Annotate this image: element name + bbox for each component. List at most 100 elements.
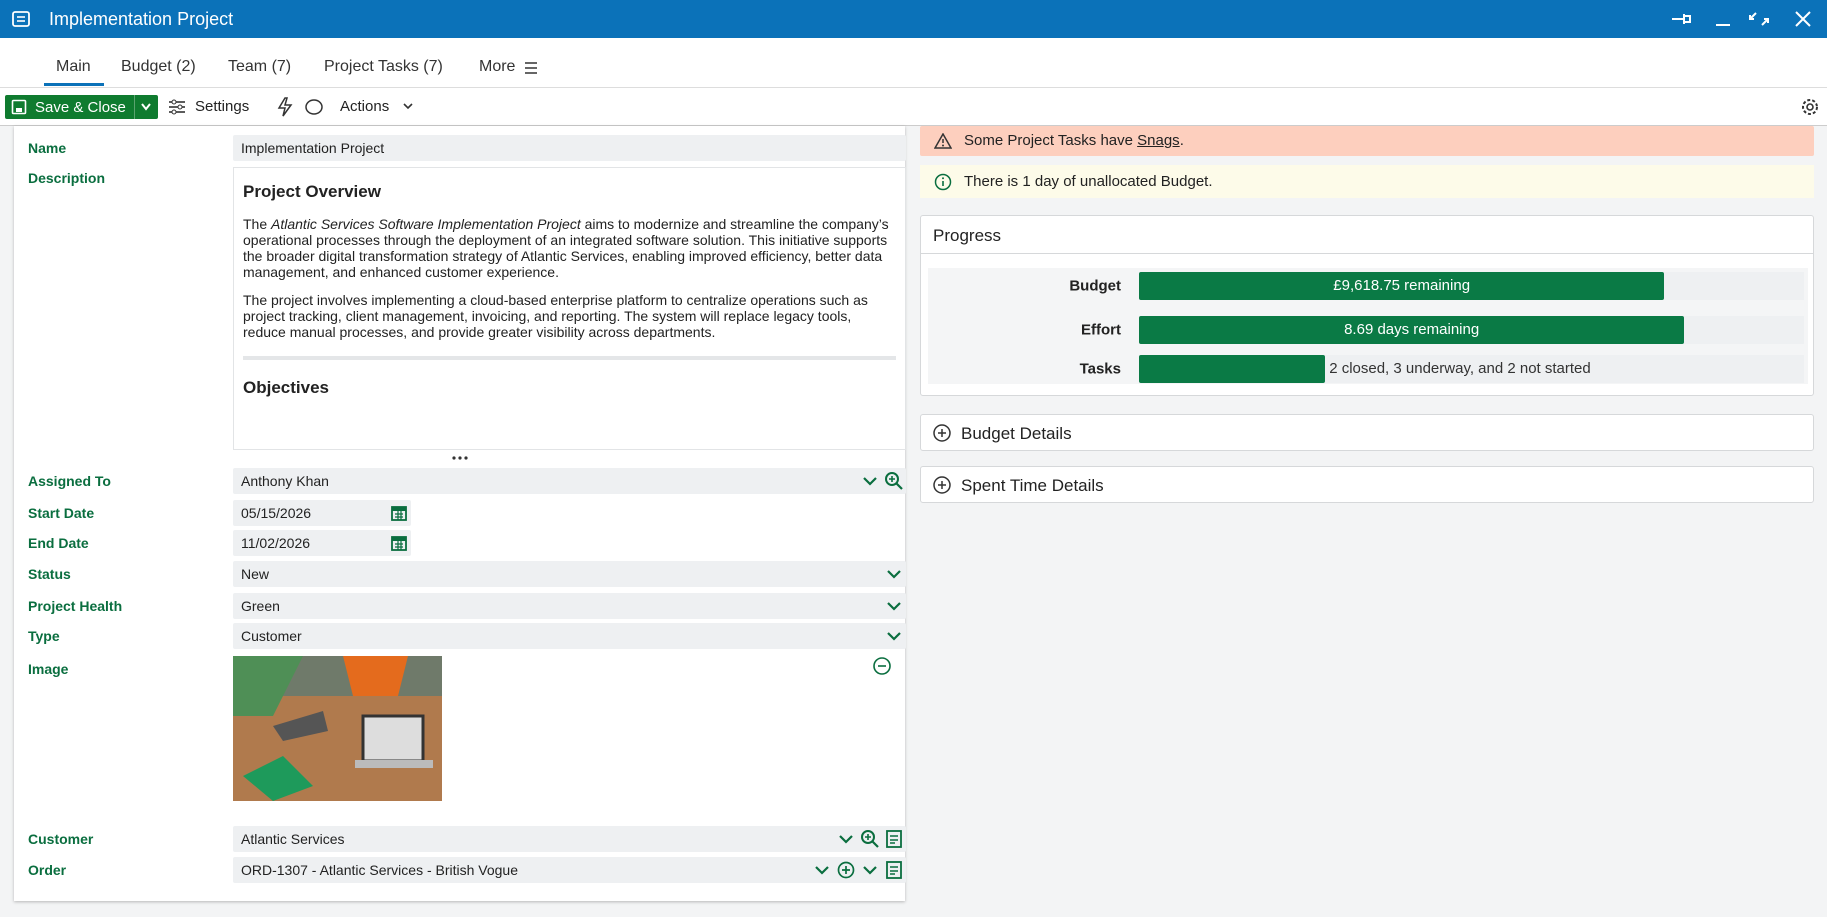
collapsible-section[interactable]: Budget Details xyxy=(920,414,1814,451)
remove-image[interactable] xyxy=(872,656,892,676)
form-icon xyxy=(12,11,30,27)
chev-icon[interactable] xyxy=(884,596,904,616)
collapsible-section[interactable]: Spent Time Details xyxy=(920,466,1814,503)
plus-icon-svg xyxy=(837,861,855,879)
progress-text: 8.69 days remaining xyxy=(1344,321,1480,338)
info-icon xyxy=(934,173,952,191)
field-value: Implementation Project xyxy=(241,140,385,156)
cal-icon-svg xyxy=(391,506,407,521)
cal-icon[interactable] xyxy=(389,503,409,523)
text: . xyxy=(1179,132,1184,149)
chev-icon-svg xyxy=(839,835,853,844)
progress-card: Progress Budget £9,618.75 remaining Effort… xyxy=(920,215,1814,396)
cal-icon-svg xyxy=(391,536,407,551)
input-field[interactable]: New xyxy=(233,561,906,587)
field-value: Green xyxy=(241,598,280,614)
chev-icon[interactable] xyxy=(884,626,904,646)
plus-icon[interactable] xyxy=(836,860,856,880)
field-label: Image xyxy=(28,661,69,677)
tab[interactable]: Team (7) xyxy=(228,58,292,75)
input-field[interactable]: ORD-1307 - Atlantic Services - British V… xyxy=(233,857,906,883)
field-label: Order xyxy=(28,862,67,878)
divider xyxy=(134,95,135,119)
card-icon[interactable] xyxy=(884,860,904,880)
doc-heading: Objectives xyxy=(243,378,329,397)
save-label: Save & Close xyxy=(35,99,126,116)
title-bar: Implementation Project xyxy=(0,0,1827,38)
settings-icon xyxy=(169,99,185,115)
divider xyxy=(921,253,1813,254)
chev-icon-svg xyxy=(887,632,901,641)
text: The xyxy=(243,216,272,232)
input-field[interactable]: Anthony Khan xyxy=(233,468,906,494)
field-value: New xyxy=(241,566,270,582)
name-field[interactable]: Implementation Project xyxy=(233,135,906,161)
italic-text: Atlantic Services Software Implementatio… xyxy=(271,216,581,232)
actions-chevron xyxy=(403,103,413,110)
chev-icon[interactable] xyxy=(860,860,880,880)
tab[interactable]: Budget (2) xyxy=(121,58,196,75)
field-label: Status xyxy=(28,566,71,582)
zoom-icon[interactable] xyxy=(860,829,880,849)
field-value: 05/15/2026 xyxy=(241,505,312,521)
info-alert: There is 1 day of unallocated Budget. xyxy=(920,165,1814,198)
card-title: Progress xyxy=(933,226,1002,245)
text: Some Project Tasks have xyxy=(964,132,1138,149)
progress-track: 8.69 days remaining xyxy=(1139,316,1804,344)
progress-bar xyxy=(1139,316,1685,344)
field-label: Description xyxy=(28,170,106,186)
link[interactable]: Snags xyxy=(1137,132,1180,149)
field-label: End Date xyxy=(28,535,89,551)
input-field[interactable]: Atlantic Services xyxy=(233,826,906,852)
input-field[interactable]: 11/02/2026 xyxy=(233,530,411,556)
settings-button[interactable]: Settings xyxy=(195,98,250,115)
expand-icon-svg xyxy=(933,476,951,494)
chev-icon[interactable] xyxy=(860,471,880,491)
field-label: Project Health xyxy=(28,598,123,614)
resize-handle[interactable] xyxy=(450,455,470,461)
field-label: Name xyxy=(28,140,67,156)
expand-icon-svg xyxy=(933,424,951,442)
section-title: Spent Time Details xyxy=(961,476,1104,495)
progress-text: £9,618.75 remaining xyxy=(1333,277,1471,294)
more-menu-icon-svg xyxy=(525,62,537,74)
chev-icon-svg xyxy=(887,602,901,611)
dropdown-icon xyxy=(141,103,151,111)
card-icon[interactable] xyxy=(884,829,904,849)
quick-icons[interactable] xyxy=(276,97,326,117)
chev-icon[interactable] xyxy=(812,860,832,880)
window-controls[interactable] xyxy=(1670,9,1820,29)
tab[interactable]: Project Tasks (7) xyxy=(324,58,443,75)
save-button[interactable]: Save & Close xyxy=(5,95,158,119)
progress-track: £9,618.75 remaining xyxy=(1139,272,1804,300)
zoom-icon[interactable] xyxy=(884,471,904,491)
separator xyxy=(243,356,896,360)
chev-icon[interactable] xyxy=(884,564,904,584)
section-title: Budget Details xyxy=(961,424,1072,443)
cal-icon[interactable] xyxy=(389,533,409,553)
input-field[interactable]: 05/15/2026 xyxy=(233,500,411,526)
field-value: Customer xyxy=(241,628,302,644)
progress-bar xyxy=(1139,272,1665,300)
input-field[interactable]: Green xyxy=(233,593,906,619)
chev-icon[interactable] xyxy=(836,829,856,849)
zoom-icon-svg xyxy=(861,830,879,848)
tab[interactable]: Main xyxy=(56,58,91,75)
expand-icon[interactable] xyxy=(932,475,952,495)
warning-alert: Some Project Tasks have Snags. xyxy=(920,126,1814,156)
expand-icon[interactable] xyxy=(932,423,952,443)
tab[interactable]: More xyxy=(479,58,516,75)
description-editor[interactable]: Project Overview The Atlantic Services S… xyxy=(233,167,906,450)
active-tab-indicator xyxy=(44,83,104,86)
input-field[interactable]: Customer xyxy=(233,623,906,649)
doc-heading: Project Overview xyxy=(243,182,381,201)
save-icon xyxy=(11,99,27,115)
tab-strip: Main Budget (2) Team (7) Project Tasks (7) M… xyxy=(0,38,1827,88)
actions-button[interactable]: Actions xyxy=(340,98,390,115)
more-menu-icon[interactable] xyxy=(523,60,539,76)
window-title: Implementation Project xyxy=(49,9,234,29)
gear-icon[interactable] xyxy=(1800,97,1820,117)
field-value: Atlantic Services xyxy=(241,831,345,847)
field-value: 11/02/2026 xyxy=(241,535,311,551)
card-icon-svg xyxy=(886,861,902,879)
